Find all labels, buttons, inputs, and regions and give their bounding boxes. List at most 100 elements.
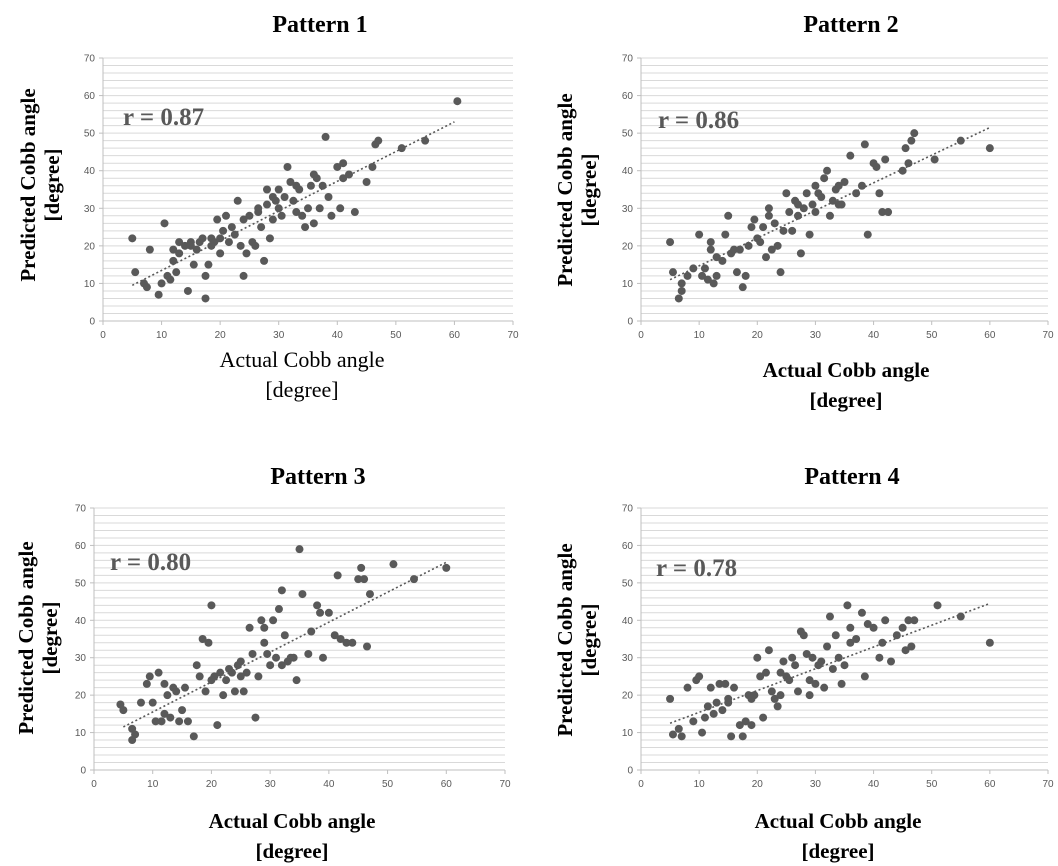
data-point — [201, 687, 210, 696]
data-point — [735, 245, 744, 254]
data-point — [219, 226, 228, 235]
scatter-points — [666, 601, 994, 741]
data-point — [292, 676, 301, 685]
data-point — [767, 245, 776, 254]
x-tick-label: 70 — [1042, 330, 1054, 341]
x-tick-label: 20 — [752, 330, 764, 341]
data-point — [706, 245, 715, 254]
data-point — [160, 679, 169, 688]
y-tick-label: 50 — [622, 578, 634, 589]
data-point — [204, 260, 213, 269]
data-point — [820, 683, 829, 692]
data-point — [776, 668, 785, 677]
data-point — [823, 642, 832, 651]
y-tick-label: 60 — [622, 541, 634, 552]
data-point — [698, 271, 707, 280]
data-point — [808, 653, 817, 662]
y-tick-label: 10 — [84, 279, 96, 290]
y-tick-label: 70 — [622, 504, 634, 515]
data-point — [668, 268, 677, 277]
data-point — [321, 132, 330, 141]
data-point — [266, 661, 275, 670]
data-point — [785, 208, 794, 217]
data-point — [788, 226, 797, 235]
data-point — [336, 635, 345, 643]
data-point — [216, 249, 225, 258]
data-point — [764, 211, 773, 220]
data-point — [712, 271, 721, 280]
y-axis-label-line: Predicted Cobb angle — [553, 93, 577, 286]
data-point — [869, 623, 878, 632]
y-axis-label-line: [degree] — [577, 603, 601, 676]
data-point — [666, 238, 675, 247]
data-point — [956, 612, 965, 621]
x-tick-label: 20 — [752, 779, 764, 790]
data-point — [239, 215, 248, 224]
data-point — [843, 601, 852, 610]
data-point — [706, 238, 715, 247]
data-point — [280, 193, 289, 202]
data-point — [198, 635, 207, 643]
data-point — [154, 290, 163, 299]
data-point — [189, 732, 198, 741]
data-point — [374, 136, 383, 145]
data-point — [695, 672, 704, 681]
data-point — [239, 687, 248, 696]
data-point — [805, 230, 814, 239]
data-point — [738, 732, 747, 741]
data-point — [324, 608, 333, 617]
data-point — [186, 241, 195, 250]
data-point — [357, 563, 366, 572]
y-tick-label: 0 — [89, 317, 95, 328]
data-point — [304, 204, 312, 213]
y-tick-label: 10 — [622, 728, 634, 739]
data-point — [389, 560, 398, 569]
data-point — [298, 211, 307, 220]
data-point — [119, 706, 128, 715]
data-point — [265, 234, 274, 243]
data-point — [863, 230, 872, 239]
data-point — [773, 241, 782, 250]
data-point — [175, 717, 184, 726]
data-point — [224, 238, 233, 247]
gridlines — [641, 57, 1048, 314]
data-point — [820, 174, 829, 183]
data-point — [342, 638, 351, 647]
data-point — [933, 601, 942, 610]
data-point — [776, 268, 785, 277]
data-point — [802, 649, 811, 658]
x-tick-label: 40 — [332, 330, 344, 341]
data-point — [898, 623, 907, 632]
x-tick-label: 60 — [449, 330, 461, 341]
data-point — [875, 653, 884, 662]
data-point — [142, 283, 151, 292]
data-point — [453, 97, 462, 106]
y-axis-label: Predicted Cobb angle[degree] — [16, 88, 64, 281]
data-point — [683, 271, 692, 280]
y-tick-label: 20 — [84, 241, 96, 252]
x-axis-label-line: Actual Cobb angle — [220, 347, 385, 372]
x-tick-label: 60 — [441, 779, 453, 790]
y-tick-label: 0 — [627, 766, 633, 777]
data-point — [805, 676, 814, 685]
data-point — [324, 193, 333, 202]
data-point — [160, 219, 169, 228]
y-tick-label: 20 — [622, 241, 634, 252]
x-axis-label-line: [degree] — [801, 839, 874, 863]
y-axis-label: Predicted Cobb angle[degree] — [553, 93, 601, 286]
data-point — [292, 181, 301, 190]
scatter-points — [666, 129, 994, 303]
y-tick-label: 0 — [80, 766, 86, 777]
x-axis-label: Actual Cobb angle [degree] — [209, 809, 376, 863]
data-point — [779, 226, 788, 235]
data-point — [700, 264, 709, 273]
data-point — [268, 215, 277, 224]
data-point — [251, 713, 260, 722]
data-point — [799, 204, 808, 213]
data-point — [715, 679, 724, 688]
data-point — [811, 208, 820, 217]
x-tick-label: 10 — [694, 330, 706, 341]
y-tick-label: 30 — [622, 204, 634, 215]
data-point — [330, 631, 339, 640]
data-point — [154, 668, 163, 677]
